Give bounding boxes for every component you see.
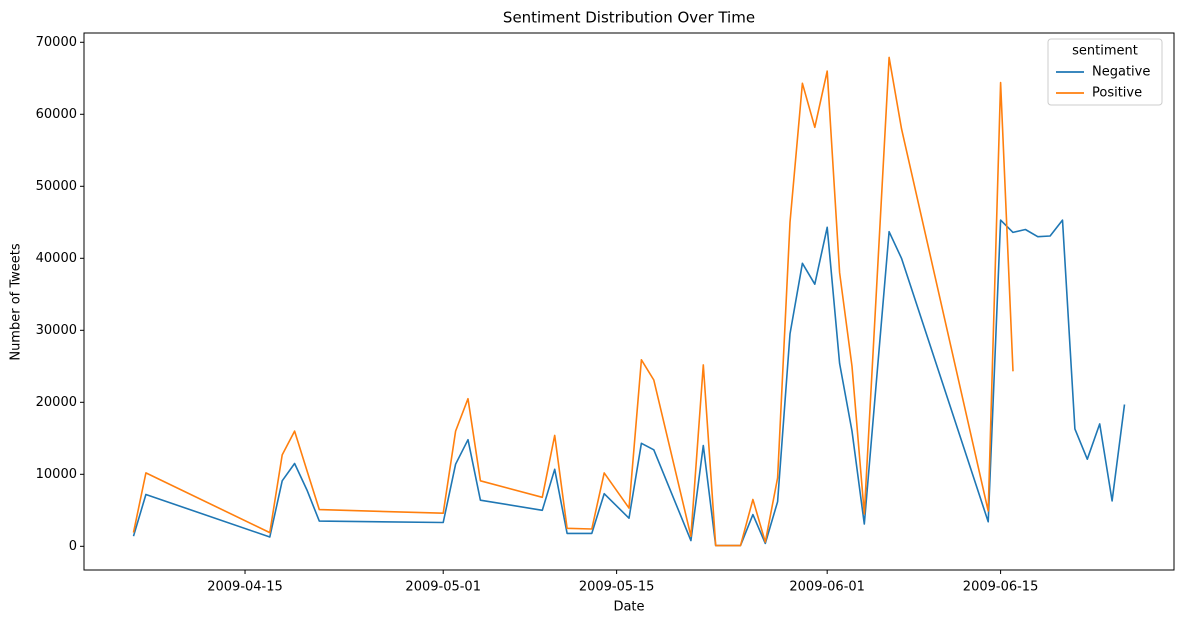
legend-title: sentiment (1072, 44, 1138, 59)
chart-title: Sentiment Distribution Over Time (503, 9, 755, 27)
legend-label: Negative (1092, 65, 1150, 80)
x-tick-label: 2009-05-01 (405, 580, 481, 595)
y-tick-label: 40000 (36, 251, 77, 266)
y-tick-label: 60000 (36, 107, 77, 122)
y-tick-label: 30000 (36, 323, 77, 338)
y-tick-label: 10000 (36, 467, 77, 482)
y-tick-label: 50000 (36, 179, 77, 194)
x-tick-label: 2009-04-15 (207, 580, 283, 595)
y-tick-label: 20000 (36, 395, 77, 410)
legend-box (1047, 38, 1163, 106)
y-tick-label: 0 (69, 539, 77, 554)
x-tick-label: 2009-06-15 (963, 580, 1039, 595)
x-tick-label: 2009-05-15 (579, 580, 655, 595)
series-line (132, 219, 1126, 547)
series-line (132, 56, 1014, 547)
x-tick-label: 2009-06-01 (789, 580, 865, 595)
y-axis-label: Number of Tweets (9, 243, 24, 361)
plot-frame (83, 32, 1175, 571)
y-tick-label: 70000 (36, 35, 77, 50)
x-axis-label: Date (613, 600, 644, 615)
legend-label: Positive (1092, 86, 1142, 101)
